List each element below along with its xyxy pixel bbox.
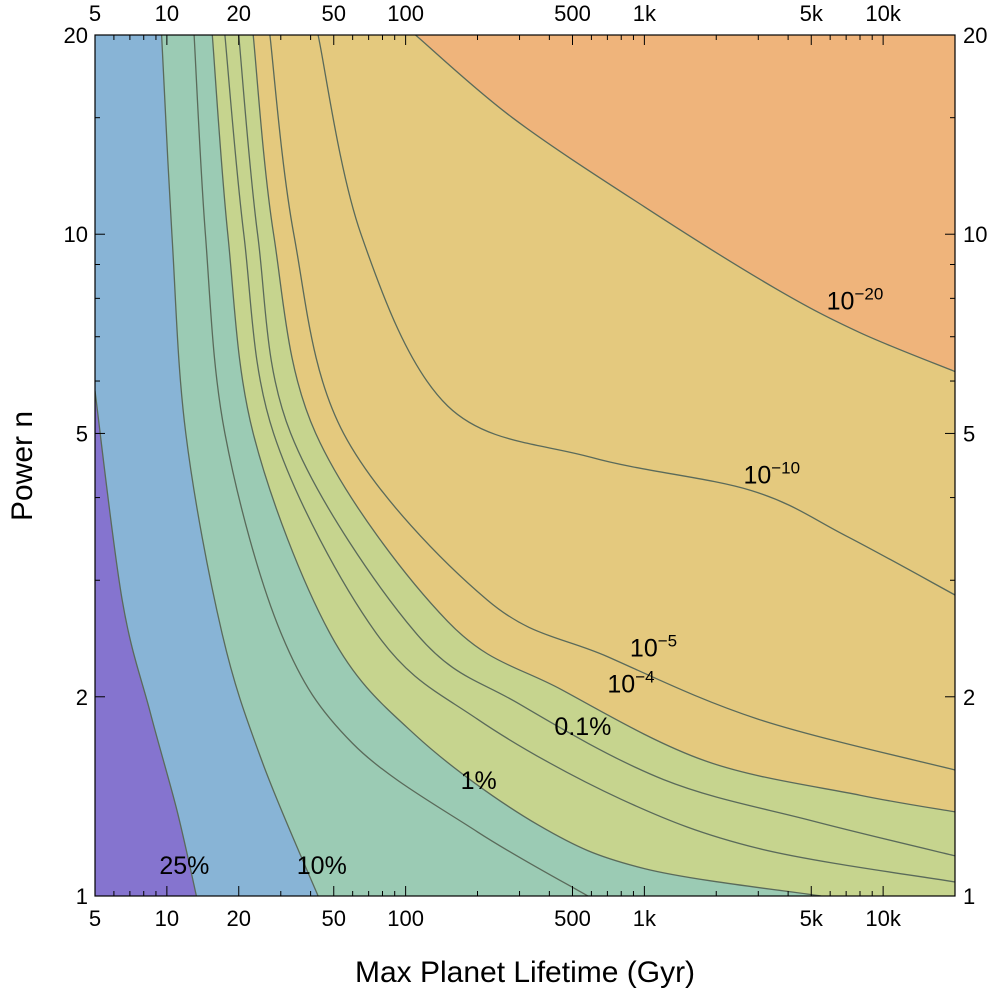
- contour-label: 10−5: [630, 632, 677, 663]
- y-tick-label-right: 2: [963, 685, 975, 710]
- x-tick-label-top: 1k: [633, 1, 657, 26]
- contour-lines: [95, 35, 955, 896]
- contour-label: 25%: [159, 852, 209, 880]
- y-tick-label-right: 10: [963, 222, 987, 247]
- x-tick-label: 10k: [865, 906, 901, 931]
- contour-line: [193, 35, 589, 896]
- x-tick-label-top: 5: [89, 1, 101, 26]
- contour-line: [317, 35, 955, 596]
- contour-label: 1%: [461, 767, 497, 795]
- y-tick-label: 2: [76, 685, 88, 710]
- contour-line: [211, 35, 822, 896]
- contour-label: 10−10: [743, 459, 800, 490]
- x-tick-label-top: 20: [227, 1, 251, 26]
- contour-label: 10−4: [607, 668, 654, 699]
- contour-labels: 25% 10% 1% 0.1% 10−4 10−5 10−10 10−20: [159, 284, 883, 880]
- x-tick-label: 50: [322, 906, 346, 931]
- y-tick-label-right: 1: [963, 884, 975, 909]
- y-axis-title: Power n: [6, 411, 39, 521]
- contour-line: [95, 390, 198, 896]
- axis-ticks: 5 5 10 10 20 20 50 50 100 100 500 500 1k 1k 5k 5k 10k 10k…: [64, 1, 988, 931]
- x-tick-label-top: 500: [554, 1, 591, 26]
- x-tick-label: 1k: [633, 906, 657, 931]
- x-tick-label: 500: [554, 906, 591, 931]
- contour-label: 10%: [297, 852, 347, 880]
- contour-line: [415, 35, 955, 373]
- x-tick-label: 5: [89, 906, 101, 931]
- y-tick-label-right: 5: [963, 421, 975, 446]
- y-tick-label: 10: [64, 222, 88, 247]
- contour-line: [252, 35, 955, 813]
- y-tick-label: 20: [64, 23, 88, 48]
- x-axis-title: Max Planet Lifetime (Gyr): [355, 956, 695, 989]
- x-tick-label-top: 50: [322, 1, 346, 26]
- contour-label: 0.1%: [554, 713, 611, 741]
- contour-regions: [95, 35, 955, 896]
- x-tick-label-top: 5k: [800, 1, 824, 26]
- x-tick-label-top: 10: [155, 1, 179, 26]
- contour-label: 10−20: [827, 284, 884, 315]
- contour-line: [269, 35, 955, 771]
- plot-frame: [94, 34, 956, 897]
- contour-line: [238, 35, 955, 857]
- y-tick-label: 1: [76, 884, 88, 909]
- x-tick-label-top: 10k: [865, 1, 901, 26]
- x-tick-label-top: 100: [387, 1, 424, 26]
- y-tick-label: 5: [76, 421, 88, 446]
- contour-line: [160, 35, 319, 896]
- x-tick-label: 10: [155, 906, 179, 931]
- contour-region: [415, 35, 955, 372]
- contour-line: [224, 35, 955, 883]
- y-tick-label-right: 20: [963, 23, 987, 48]
- x-tick-label: 5k: [800, 906, 824, 931]
- x-tick-label: 100: [387, 906, 424, 931]
- x-tick-label: 20: [227, 906, 251, 931]
